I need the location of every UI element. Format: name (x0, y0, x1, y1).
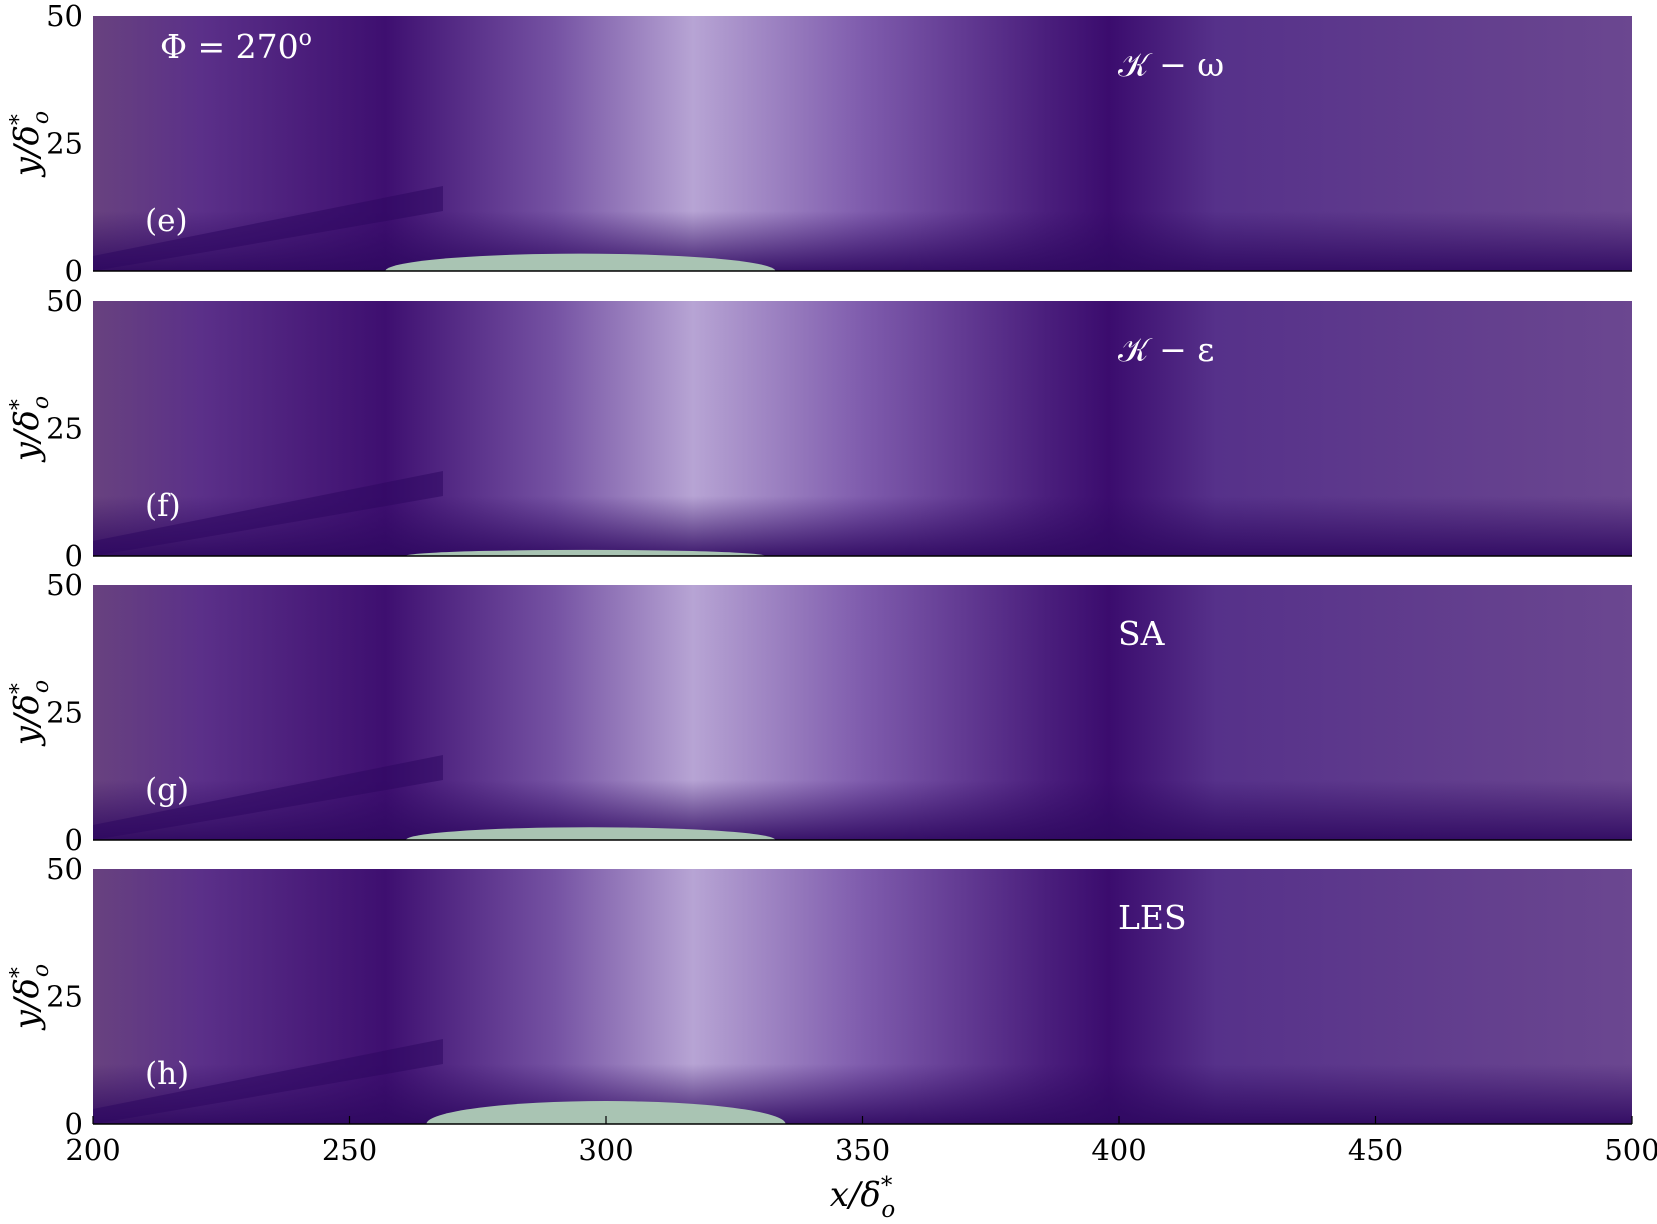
negative-region (405, 827, 776, 840)
x-axis: 200 250 300 350 400 450 500 x/δ* o (65, 1116, 1657, 1223)
x-tick-label: 450 (1348, 1133, 1403, 1167)
y-axis-label: y/δ*o (7, 111, 54, 178)
x-tick-label: 500 (1604, 1133, 1657, 1167)
contour-field (93, 301, 1632, 556)
panel-1: 0 25 50 y/δ*o (e) 𝒦 − ω (7, 0, 1632, 288)
x-tick-label: 200 (65, 1133, 120, 1167)
contour-field (93, 585, 1632, 840)
x-tick-label: 400 (1091, 1133, 1146, 1167)
negative-region (385, 253, 776, 271)
x-tick-label: 250 (322, 1133, 377, 1167)
y-tick-label: 50 (46, 284, 83, 318)
model-label: 𝒦 − ε (1118, 330, 1214, 369)
model-label: LES (1118, 898, 1187, 937)
white-region (290, 974, 871, 1124)
white-region (290, 690, 871, 840)
y-tick-label: 50 (46, 568, 83, 602)
white-region (290, 406, 871, 556)
y-tick-label: 25 (46, 412, 83, 446)
white-region (290, 121, 871, 271)
x-tick-label: 300 (578, 1133, 633, 1167)
panel-label: (f) (145, 488, 181, 524)
panel-label: (e) (145, 203, 188, 239)
panel-4: 0 25 50 y/δ*o (h) LES (7, 852, 1632, 1141)
y-tick-label: 50 (46, 0, 83, 33)
phase-annotation: Φ = 270o (160, 26, 312, 66)
panel-2: 0 25 50 y/δ*o (f) 𝒦 − ε (7, 284, 1632, 573)
y-tick-label: 25 (46, 696, 83, 730)
negative-region (426, 1101, 786, 1124)
panels-group: 0 25 50 y/δ*o (e) 𝒦 − ω 0 25 50 y/δ*o (f) 𝒦 − ε 0 25 5… (7, 0, 1632, 1141)
model-label: SA (1118, 614, 1166, 653)
y-tick-label: 25 (46, 127, 83, 161)
y-axis-label: y/δ*o (7, 396, 54, 463)
y-tick-label: 0 (65, 823, 83, 857)
x-axis-label: x/δ* o (830, 1173, 895, 1223)
y-axis-label: y/δ*o (7, 680, 54, 747)
model-label: 𝒦 − ω (1118, 45, 1224, 84)
panel-label: (g) (145, 772, 189, 808)
contour-field (93, 16, 1632, 271)
negative-region (405, 549, 765, 556)
y-tick-label: 25 (46, 980, 83, 1014)
y-tick-label: 0 (65, 1107, 83, 1141)
y-tick-label: 0 (65, 254, 83, 288)
x-tick-label: 350 (835, 1133, 890, 1167)
panel-3: 0 25 50 y/δ*o (g) SA (7, 568, 1632, 857)
y-tick-label: 0 (65, 539, 83, 573)
contour-field (93, 869, 1632, 1124)
y-tick-label: 50 (46, 852, 83, 886)
y-axis-label: y/δ*o (7, 964, 54, 1031)
panel-label: (h) (145, 1056, 189, 1092)
